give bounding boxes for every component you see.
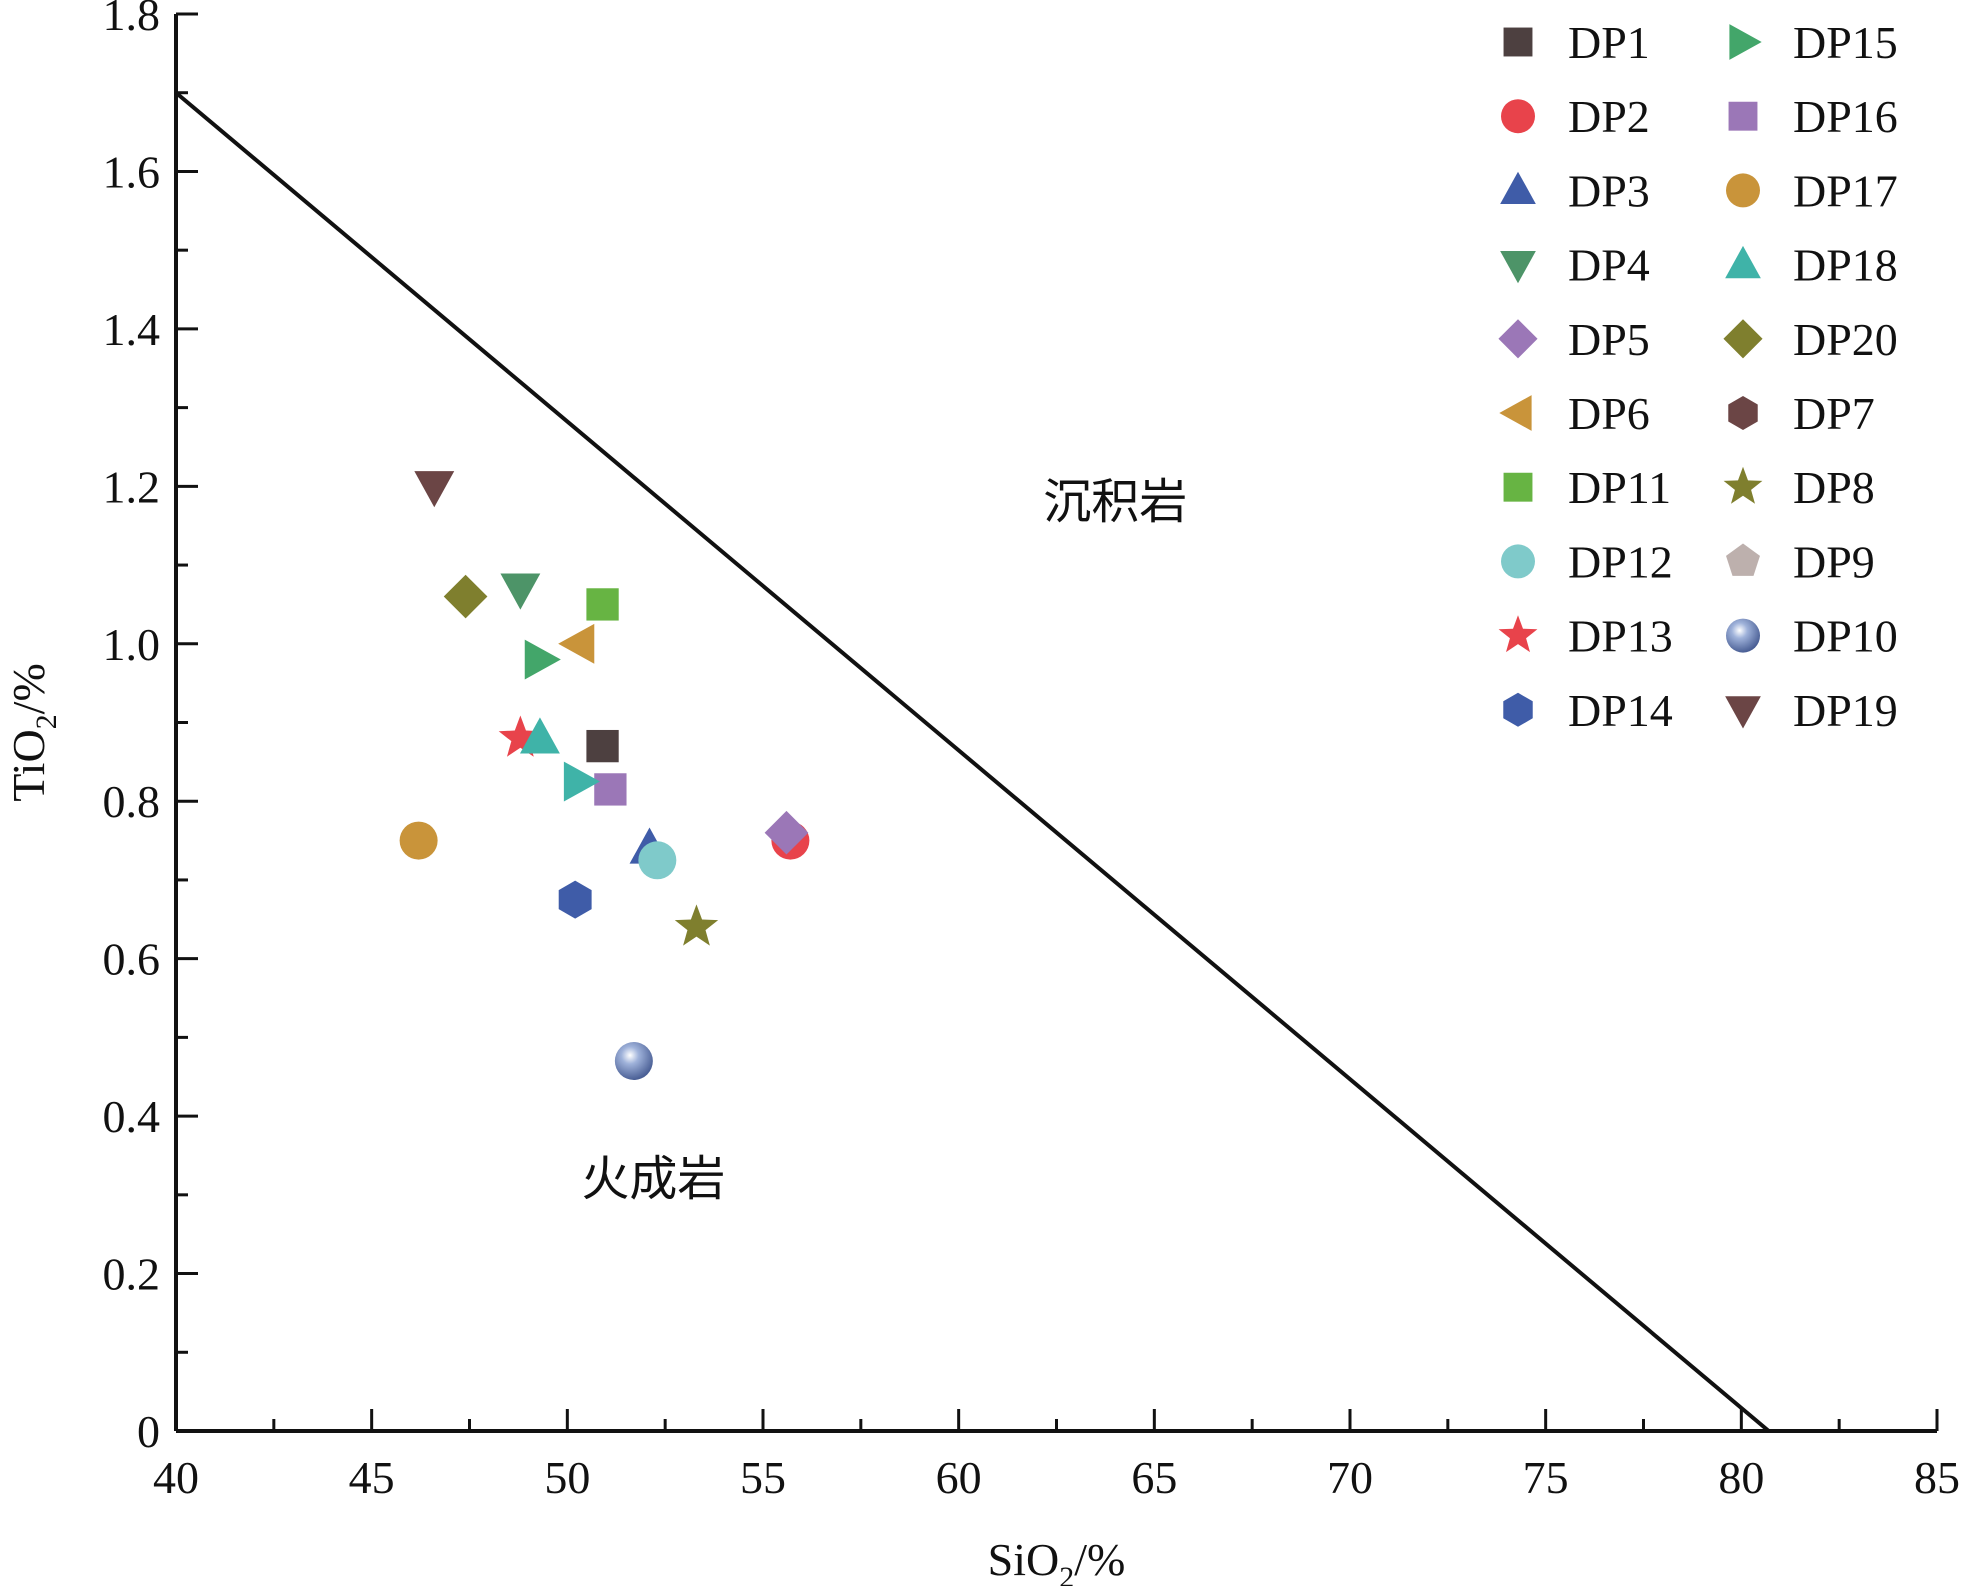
region-label-2: 火成岩	[581, 1153, 725, 1206]
legend-marker-dp17	[1726, 173, 1760, 208]
legend-label-dp1: DP1	[1568, 17, 1650, 68]
legend-marker-dp9	[1726, 543, 1760, 576]
point-dp8	[674, 904, 719, 946]
legend-label-dp3: DP3	[1568, 165, 1650, 216]
legend-marker-dp18	[1725, 245, 1761, 279]
legend-label-dp13: DP13	[1568, 611, 1673, 662]
y-tick-label-1.0: 1.0	[103, 619, 161, 670]
point-dp13	[498, 715, 543, 757]
x-tick-label-65: 65	[1131, 1452, 1177, 1503]
legend-marker-dp12	[1501, 544, 1535, 579]
point-dp18	[519, 717, 560, 754]
x-tick-label-40: 40	[153, 1452, 199, 1503]
y-tick-label-0: 0	[137, 1406, 160, 1457]
legend-marker-dp10	[1726, 618, 1760, 653]
legend-marker-dp19	[1725, 696, 1761, 729]
legend-label-dp12: DP12	[1568, 536, 1673, 587]
legend-label-dp18: DP18	[1793, 240, 1898, 291]
point-dp6	[558, 623, 595, 664]
boundary-line-layer	[174, 91, 1771, 1433]
point-dp17	[399, 821, 438, 860]
y-tick-label-0.4: 0.4	[103, 1091, 161, 1142]
x-axis-title: SiO2/%	[988, 1534, 1126, 1586]
legend-marker-dp5	[1498, 319, 1538, 359]
legend-label-dp16: DP16	[1793, 91, 1898, 142]
legend: DP1 DP2 DP3 DP4 DP5 DP6 DP11 DP12 DP13 DP14 DP15 DP…	[1498, 17, 1898, 736]
point-dp10	[614, 1042, 653, 1081]
point-dp15	[524, 639, 561, 680]
region-label-1: 沉积岩	[1043, 476, 1187, 529]
legend-label-dp19: DP19	[1793, 685, 1898, 736]
legend-marker-dp2	[1501, 99, 1535, 134]
legend-marker-dp4	[1500, 251, 1536, 284]
x-tick-label-55: 55	[740, 1452, 786, 1503]
legend-marker-dp13	[1498, 615, 1538, 653]
x-tick-label-75: 75	[1523, 1452, 1569, 1503]
legend-label-dp11: DP11	[1568, 462, 1671, 513]
y-tick-label-0.6: 0.6	[103, 934, 161, 985]
legend-label-dp2: DP2	[1568, 91, 1650, 142]
legend-marker-dp6	[1499, 395, 1532, 431]
point-dp16	[594, 773, 627, 806]
legend-marker-dp3	[1500, 171, 1536, 204]
point-dp5	[764, 810, 809, 855]
y-tick-label-1.8: 1.8	[103, 0, 161, 40]
y-axis-title: TiO2/%	[3, 663, 63, 802]
legend-marker-dp11	[1503, 472, 1533, 502]
x-tick-label-70: 70	[1327, 1452, 1373, 1503]
boundary-line	[174, 91, 1771, 1433]
legend-marker-dp14	[1503, 692, 1533, 727]
legend-marker-dp16	[1728, 101, 1758, 131]
x-tick-label-45: 45	[349, 1452, 395, 1503]
legend-marker-dp7	[1728, 396, 1758, 430]
point-dp1	[586, 729, 619, 763]
point-extra-1	[563, 761, 600, 802]
point-dp4	[500, 573, 541, 610]
legend-marker-dp1	[1503, 27, 1533, 57]
legend-label-dp17: DP17	[1793, 165, 1898, 216]
legend-label-dp5: DP5	[1568, 314, 1650, 365]
point-dp11	[586, 588, 619, 621]
y-tick-label-1.6: 1.6	[103, 146, 161, 197]
x-tick-label-60: 60	[936, 1452, 982, 1503]
legend-marker-dp15	[1729, 24, 1762, 60]
legend-marker-dp8	[1723, 466, 1763, 504]
y-tick-label-0.8: 0.8	[103, 776, 161, 827]
legend-label-dp10: DP10	[1793, 611, 1898, 662]
x-tick-label-85: 85	[1914, 1452, 1960, 1503]
point-dp14	[558, 880, 592, 919]
y-tick-label-0.2: 0.2	[103, 1249, 161, 1300]
legend-marker-dp20	[1723, 319, 1763, 359]
point-dp19	[414, 471, 455, 508]
y-tick-label-1.2: 1.2	[103, 461, 161, 512]
legend-label-dp20: DP20	[1793, 314, 1898, 365]
legend-label-dp9: DP9	[1793, 536, 1875, 587]
legend-label-dp8: DP8	[1793, 462, 1875, 513]
x-tick-label-80: 80	[1718, 1452, 1764, 1503]
data-points	[399, 471, 810, 1081]
x-tick-label-50: 50	[544, 1452, 590, 1503]
legend-label-dp4: DP4	[1568, 240, 1650, 291]
axes: 40 45 50 55 60 65 70 75 80 85 0 0.2 0.4 0.6 0.8 1.0 1.2 1…	[3, 0, 1960, 1591]
legend-label-dp6: DP6	[1568, 388, 1650, 439]
legend-label-dp15: DP15	[1793, 17, 1898, 68]
y-tick-label-1.4: 1.4	[103, 304, 161, 355]
point-dp20	[443, 574, 488, 619]
legend-label-dp7: DP7	[1793, 388, 1875, 439]
point-dp12	[638, 841, 677, 880]
legend-label-dp14: DP14	[1568, 685, 1673, 736]
